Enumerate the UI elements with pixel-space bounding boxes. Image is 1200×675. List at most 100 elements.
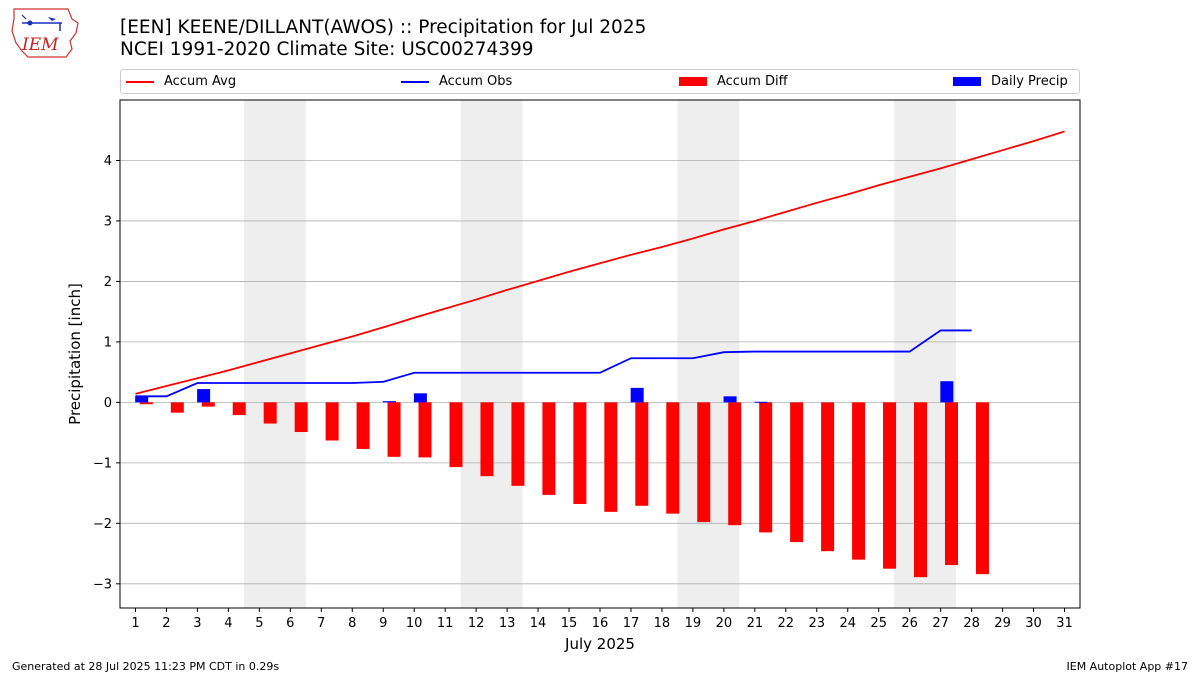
x-tick-label: 18 xyxy=(654,616,671,631)
daily-precip-bar xyxy=(382,401,396,403)
accum-diff-bar xyxy=(325,402,339,441)
legend-swatch-accum-avg xyxy=(126,80,154,83)
chart-subtitle: NCEI 1991-2020 Climate Site: USC00274399 xyxy=(120,39,534,60)
legend-label-daily-precip: Daily Precip xyxy=(991,74,1068,89)
x-tick-label: 9 xyxy=(379,616,387,631)
x-tick-label: 24 xyxy=(839,616,856,631)
accum-diff-bar xyxy=(387,402,401,457)
accum-diff-bar xyxy=(759,402,773,533)
x-tick-label: 6 xyxy=(286,616,294,631)
daily-precip-bar xyxy=(940,381,954,403)
daily-precip-bar xyxy=(630,387,644,403)
accum-diff-bar xyxy=(542,402,556,495)
accum-diff-bar xyxy=(697,402,711,523)
accum-diff-bar xyxy=(356,402,370,449)
accum-diff-bar xyxy=(852,402,866,560)
footer-generated: Generated at 28 Jul 2025 11:23 PM CDT in… xyxy=(12,660,280,673)
legend-item-daily-precip: Daily Precip xyxy=(953,70,1068,93)
x-tick-label: 8 xyxy=(348,616,356,631)
y-tick-label: 3 xyxy=(104,214,112,229)
accum-diff-bar xyxy=(139,402,153,405)
legend: Accum Avg Accum Obs Accum Diff Daily Pre… xyxy=(120,69,1080,94)
weekend-bands xyxy=(243,100,957,608)
accum-diff-bar xyxy=(480,402,494,477)
legend-item-accum-diff: Accum Diff xyxy=(679,70,788,93)
accum-diff-bar xyxy=(975,402,989,575)
y-tick-label: −2 xyxy=(93,517,112,532)
x-tick-label: 21 xyxy=(747,616,764,631)
accum-diff-bar xyxy=(263,402,277,424)
accum-diff-bar xyxy=(821,402,835,552)
iem-logo-text: IEM xyxy=(22,35,59,55)
daily-precip-bar xyxy=(723,396,737,403)
x-tick-label: 11 xyxy=(437,616,454,631)
footer-app: IEM Autoplot App #17 xyxy=(1066,660,1189,673)
legend-label-accum-avg: Accum Avg xyxy=(164,74,237,89)
iem-logo: IEM xyxy=(8,5,82,61)
accum-obs-line xyxy=(135,329,972,398)
weekend-band xyxy=(677,100,740,608)
legend-label-accum-diff: Accum Diff xyxy=(717,74,788,89)
x-tick-label: 20 xyxy=(716,616,733,631)
x-tick-label: 16 xyxy=(592,616,609,631)
accum-diff-bar xyxy=(666,402,680,514)
iem-logo-graphic xyxy=(11,8,79,58)
y-tick-label: 1 xyxy=(104,335,112,350)
legend-item-accum-obs: Accum Obs xyxy=(401,70,512,93)
accum-diff-bar xyxy=(573,402,587,504)
accum-diff-bar xyxy=(170,402,184,413)
x-tick-label: 27 xyxy=(932,616,949,631)
x-tick-label: 25 xyxy=(870,616,887,631)
x-tick-label: 12 xyxy=(468,616,485,631)
x-tick-label: 1 xyxy=(131,616,139,631)
legend-swatch-daily-precip xyxy=(953,77,981,86)
y-tick-label: 4 xyxy=(104,154,112,169)
accum-diff-bar xyxy=(449,402,463,468)
x-tick-label: 26 xyxy=(901,616,918,631)
legend-label-accum-obs: Accum Obs xyxy=(439,74,513,89)
daily-precip-bar xyxy=(754,401,768,403)
weekend-band xyxy=(460,100,523,608)
x-tick-label: 30 xyxy=(1025,616,1042,631)
accum-diff-bars xyxy=(139,402,989,578)
accum-diff-bar xyxy=(201,402,215,407)
x-tick-label: 13 xyxy=(499,616,516,631)
x-tick-label: 2 xyxy=(162,616,170,631)
x-tick-label: 15 xyxy=(561,616,578,631)
x-tick-label: 7 xyxy=(317,616,325,631)
legend-swatch-accum-diff xyxy=(679,77,707,86)
legend-swatch-accum-obs xyxy=(401,80,429,83)
x-tick-label: 4 xyxy=(224,616,232,631)
x-tick-label: 29 xyxy=(994,616,1011,631)
chart-title: [EEN] KEENE/DILLANT(AWOS) :: Precipitati… xyxy=(120,17,647,38)
accum-diff-bar xyxy=(294,402,308,433)
accum-diff-bar xyxy=(914,402,928,578)
x-tick-label: 22 xyxy=(778,616,795,631)
accum-lines xyxy=(135,130,1065,398)
x-tick-label: 10 xyxy=(406,616,423,631)
accum-avg-line xyxy=(135,130,1065,395)
y-tick-label: −3 xyxy=(93,577,112,592)
daily-precip-bar xyxy=(135,396,149,403)
accum-diff-bar xyxy=(790,402,804,543)
daily-precip-bar xyxy=(197,389,211,403)
accum-diff-bar xyxy=(728,402,742,526)
y-axis-label: Precipitation [inch] xyxy=(66,283,84,425)
daily-precip-bars xyxy=(135,381,954,403)
x-tick-label: 23 xyxy=(809,616,826,631)
y-tick-label: 0 xyxy=(104,396,112,411)
y-axis-ticks: −3 −2 −1 0 1 2 3 4 xyxy=(93,154,120,592)
accum-diff-bar xyxy=(511,402,525,486)
x-tick-label: 19 xyxy=(685,616,702,631)
y-tick-label: −1 xyxy=(93,456,112,471)
accum-diff-bar xyxy=(604,402,618,512)
accum-diff-bar xyxy=(418,402,432,458)
x-tick-label: 28 xyxy=(963,616,980,631)
legend-item-accum-avg: Accum Avg xyxy=(126,70,236,93)
y-tick-label: 2 xyxy=(104,275,112,290)
weekend-band xyxy=(243,100,306,608)
x-axis-label: July 2025 xyxy=(564,635,635,653)
accum-diff-bar xyxy=(883,402,897,569)
x-tick-label: 5 xyxy=(255,616,263,631)
